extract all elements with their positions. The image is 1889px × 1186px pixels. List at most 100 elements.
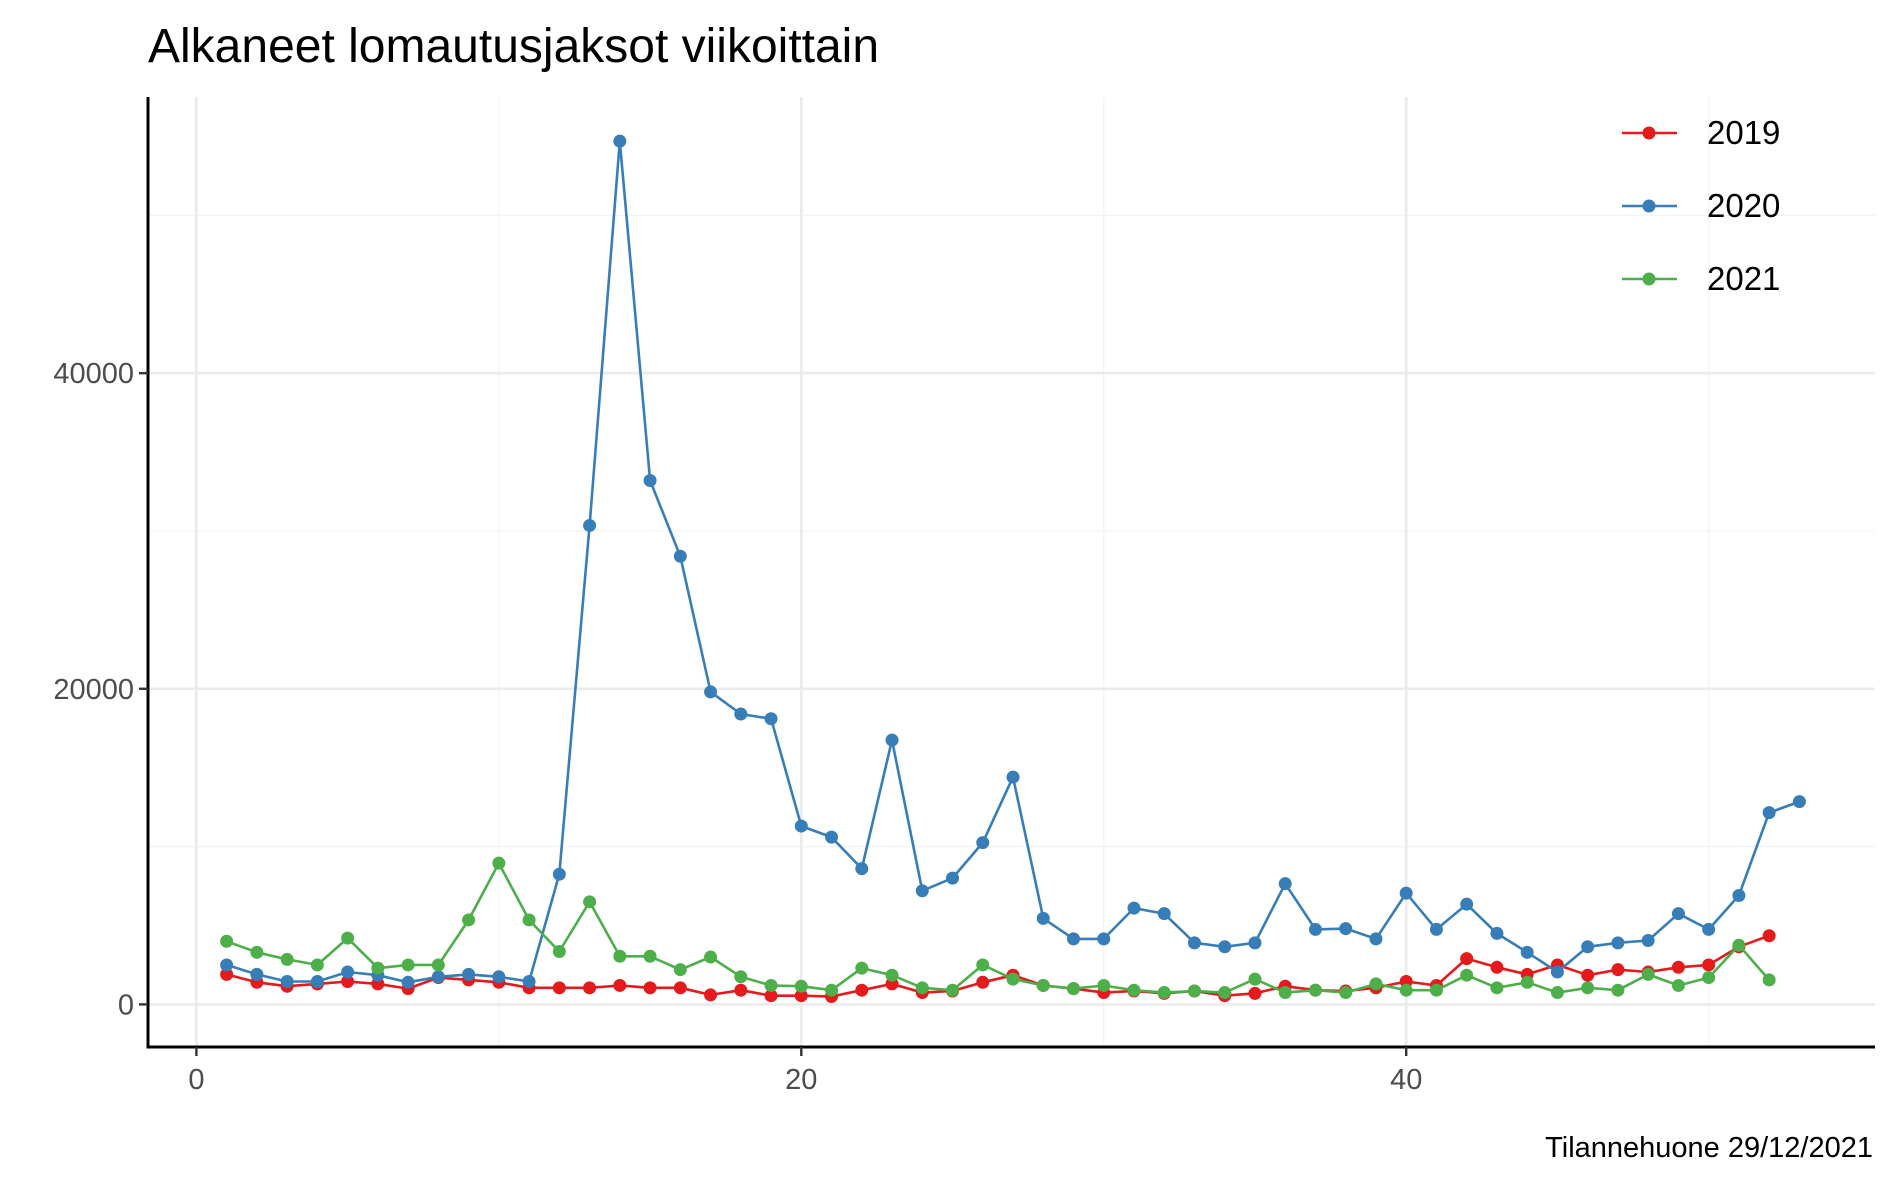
- data-point-2020: [673, 549, 687, 563]
- legend-label: 2020: [1707, 187, 1780, 224]
- data-point-2020: [1369, 932, 1383, 946]
- data-point-2021: [401, 958, 415, 972]
- data-point-2021: [734, 970, 748, 984]
- series-2020: [220, 134, 1806, 989]
- series-2021: [220, 856, 1776, 1000]
- legend-item-2020: 2020: [1622, 187, 1780, 224]
- data-point-2021: [1097, 978, 1111, 992]
- data-point-2020: [1339, 922, 1353, 936]
- data-point-2021: [1369, 977, 1383, 991]
- data-point-2021: [1460, 968, 1474, 982]
- data-point-2021: [1036, 978, 1050, 992]
- data-point-2020: [1006, 770, 1020, 784]
- data-point-2021: [1671, 978, 1685, 992]
- data-point-2019: [673, 981, 687, 995]
- data-point-2021: [220, 934, 234, 948]
- legend-marker: [1642, 126, 1656, 140]
- data-point-2021: [1218, 986, 1232, 1000]
- data-point-2019: [1611, 963, 1625, 977]
- data-point-2020: [401, 975, 415, 989]
- data-point-2021: [1278, 986, 1292, 1000]
- data-point-2020: [704, 685, 718, 699]
- data-point-2020: [976, 836, 990, 850]
- data-point-2019: [1490, 960, 1504, 974]
- data-point-2020: [1702, 922, 1716, 936]
- data-point-2020: [1278, 877, 1292, 891]
- data-point-2020: [522, 975, 536, 989]
- data-point-2020: [734, 707, 748, 721]
- data-point-2021: [1339, 986, 1353, 1000]
- data-point-2021: [855, 961, 869, 975]
- data-point-2019: [643, 981, 657, 995]
- data-point-2020: [794, 819, 808, 833]
- legend-marker: [1642, 272, 1656, 286]
- data-point-2020: [885, 733, 899, 747]
- data-point-2020: [1399, 886, 1413, 900]
- data-point-2020: [1460, 897, 1474, 911]
- data-point-2019: [734, 983, 748, 997]
- data-point-2021: [462, 913, 476, 927]
- data-point-2021: [1490, 981, 1504, 995]
- data-point-2019: [583, 981, 597, 995]
- data-point-2021: [794, 979, 808, 993]
- data-point-2021: [310, 958, 324, 972]
- data-point-2019: [552, 981, 566, 995]
- data-point-2020: [1248, 936, 1262, 950]
- data-point-2021: [1248, 972, 1262, 986]
- data-point-2020: [946, 871, 960, 885]
- data-point-2021: [1399, 983, 1413, 997]
- data-point-2020: [492, 970, 506, 984]
- data-point-2021: [583, 895, 597, 909]
- data-point-2020: [341, 965, 355, 979]
- data-point-2021: [1308, 983, 1322, 997]
- data-point-2019: [220, 967, 234, 981]
- x-tick-label: 20: [785, 1064, 817, 1096]
- data-point-2020: [1490, 926, 1504, 940]
- data-point-2021: [522, 913, 536, 927]
- data-point-2021: [1732, 938, 1746, 952]
- data-point-2020: [1762, 806, 1776, 820]
- data-point-2020: [1611, 936, 1625, 950]
- data-point-2020: [1429, 922, 1443, 936]
- data-point-2021: [1550, 986, 1564, 1000]
- data-point-2020: [855, 862, 869, 876]
- data-point-2020: [280, 975, 294, 989]
- data-point-2021: [1067, 982, 1081, 996]
- series-line-2021: [226, 861, 1771, 994]
- series-line-2019: [226, 934, 1770, 998]
- data-point-2020: [1097, 932, 1111, 946]
- data-point-2021: [341, 931, 355, 945]
- data-point-2020: [1520, 945, 1534, 959]
- data-point-2021: [552, 945, 566, 959]
- data-point-2020: [552, 867, 566, 881]
- data-point-2021: [613, 949, 627, 963]
- data-point-2021: [1641, 967, 1655, 981]
- data-point-2019: [764, 989, 778, 1003]
- data-point-2020: [462, 967, 476, 981]
- data-point-2019: [613, 978, 627, 992]
- data-point-2019: [1460, 952, 1474, 966]
- data-point-2021: [1611, 983, 1625, 997]
- data-point-2019: [794, 989, 808, 1003]
- data-point-2020: [1067, 932, 1081, 946]
- data-point-2021: [1702, 971, 1716, 985]
- data-point-2021: [1157, 986, 1171, 1000]
- data-point-2021: [946, 983, 960, 997]
- y-tick-label: 0: [118, 989, 134, 1021]
- data-point-2019: [1581, 968, 1595, 982]
- data-point-2019: [1671, 960, 1685, 974]
- data-point-2021: [371, 961, 385, 975]
- data-point-2021: [431, 958, 445, 972]
- data-point-2021: [885, 968, 899, 982]
- data-point-2020: [431, 970, 445, 984]
- data-point-2021: [704, 950, 718, 964]
- data-point-2019: [976, 975, 990, 989]
- legend-item-2021: 2021: [1622, 260, 1780, 297]
- data-point-2020: [1218, 940, 1232, 954]
- data-point-2020: [1187, 936, 1201, 950]
- data-point-2020: [1792, 795, 1806, 809]
- legend-label: 2019: [1707, 114, 1780, 151]
- data-point-2020: [1308, 922, 1322, 936]
- data-point-2021: [1581, 981, 1595, 995]
